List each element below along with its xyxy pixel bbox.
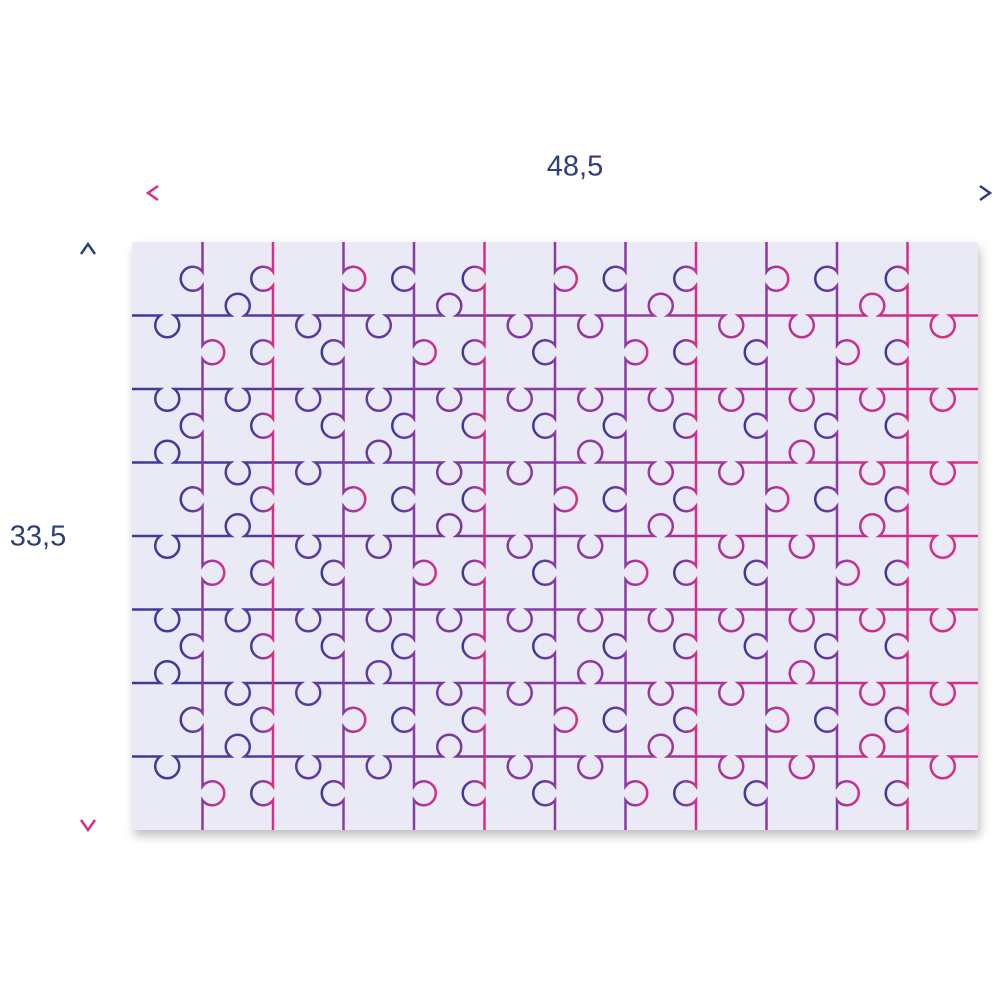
puzzle-lines <box>132 242 978 830</box>
puzzle-edge <box>391 242 437 830</box>
arrow-head <box>979 184 993 202</box>
puzzle-edge <box>320 242 367 830</box>
arrow-head <box>145 184 159 202</box>
width-label: 48,5 <box>547 151 603 183</box>
puzzle-edge <box>179 242 226 830</box>
arrow-head <box>79 241 97 255</box>
puzzle-edge <box>884 242 909 830</box>
puzzle-edge <box>532 242 578 830</box>
puzzle-edge <box>743 242 790 830</box>
arrow-head <box>79 819 97 833</box>
puzzle-edge <box>250 242 275 830</box>
puzzle-edge <box>602 242 649 830</box>
puzzle-edge <box>461 242 486 830</box>
height-label: 33,5 <box>10 521 66 553</box>
puzzle-edge <box>814 242 860 830</box>
puzzle-edge <box>673 242 698 830</box>
